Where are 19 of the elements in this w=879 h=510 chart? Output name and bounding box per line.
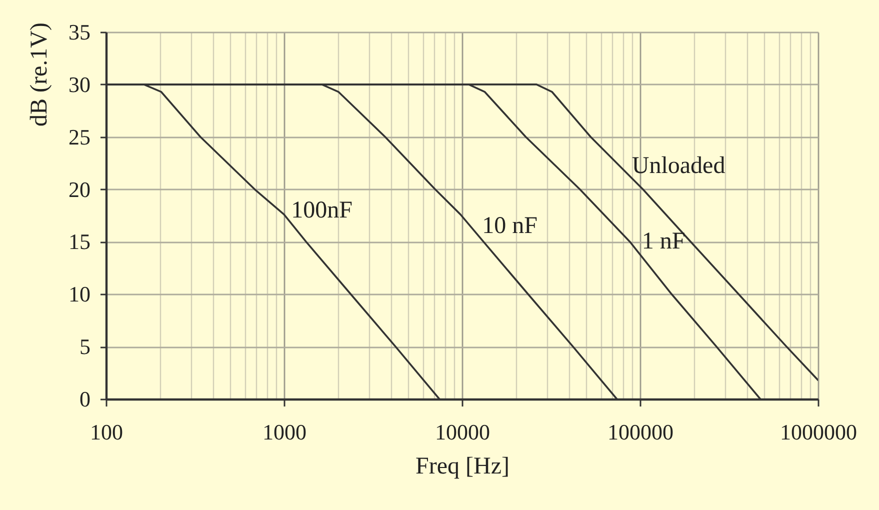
y-tick-label: 20: [68, 176, 90, 202]
annotation: 1 nF: [642, 228, 686, 255]
y-tick-label: 5: [80, 334, 90, 360]
x-tick-label: 1000000: [780, 420, 857, 444]
x-tick-label: 1000: [262, 420, 306, 444]
annotation: 100nF: [291, 197, 352, 224]
x-axis-title: Freq [Hz]: [416, 454, 510, 480]
y-axis-title: dB (re.1V): [26, 22, 52, 126]
x-tick-label: 10000: [435, 420, 490, 444]
x-tick-label: 100: [90, 420, 123, 444]
x-tick-label: 100000: [608, 420, 674, 444]
annotation: 10 nF: [482, 212, 538, 239]
annotation: Unloaded: [632, 153, 726, 180]
y-tick-label: 0: [80, 386, 90, 412]
y-tick-label: 25: [68, 124, 90, 150]
y-tick-label: 15: [68, 229, 90, 254]
y-tick-label: 10: [68, 282, 90, 307]
y-tick-label: 35: [68, 20, 90, 44]
y-tick-label: 30: [68, 72, 90, 97]
